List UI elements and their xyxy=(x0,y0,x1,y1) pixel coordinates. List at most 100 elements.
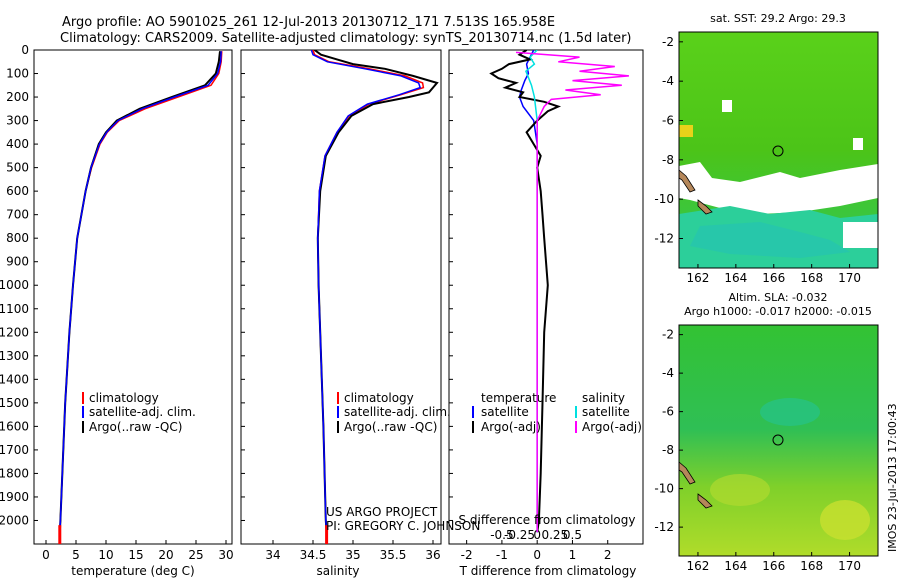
lon-tick-label: 166 xyxy=(762,559,785,573)
sst-white-edge xyxy=(843,222,878,248)
depth-tick-label: 400 xyxy=(6,137,29,151)
x-tick-label: 15 xyxy=(128,548,143,562)
sst-map-title: sat. SST: 29.2 Argo: 29.3 xyxy=(710,12,846,25)
lat-tick-label: -2 xyxy=(662,328,674,342)
temperature-axis-label: temperature (deg C) xyxy=(71,564,194,578)
x-tick-label: 35 xyxy=(345,548,360,562)
salinity-axis-label: salinity xyxy=(316,564,359,578)
depth-tick-label: 1700 xyxy=(0,443,29,457)
sst-cool-band-inner xyxy=(690,222,850,258)
series-line-t-argo xyxy=(489,50,562,533)
depth-tick-label: 1900 xyxy=(0,490,29,504)
x-tick-label: 0 xyxy=(42,548,50,562)
lat-tick-label: -4 xyxy=(662,74,674,88)
island xyxy=(697,493,713,509)
sla-map-axes: 162 164 166 168 170 -2 -4 -6 -8 -10 -12 xyxy=(654,328,861,573)
x-tick-label: 20 xyxy=(158,548,173,562)
imos-stamp: IMOS 23-Jul-2013 17:00:43 xyxy=(886,403,899,552)
salinity-x-axis: 34 34.5 35 35.5 36 xyxy=(265,540,441,562)
sst-cloud-patch xyxy=(853,138,863,150)
depth-tick-label: 1200 xyxy=(0,325,29,339)
difference-legend: temperature satellite Argo(-adj) salinit… xyxy=(472,391,642,434)
lon-tick-label: 162 xyxy=(686,559,709,573)
difference-x-axis: -2 -1 0 1 2-0.5-0.250 0.250.5 xyxy=(461,528,612,562)
sla-map xyxy=(678,324,879,557)
series-line-argo xyxy=(58,51,221,533)
lat-tick-label: -8 xyxy=(662,443,674,457)
depth-tick-label: 100 xyxy=(6,67,29,81)
lon-tick-label: 164 xyxy=(724,271,747,285)
x-tick-label: 5 xyxy=(72,548,80,562)
salinity-legend: climatology satellite-adj. clim. Argo(..… xyxy=(337,391,451,434)
x-tick-label: 0 xyxy=(533,548,541,562)
t-difference-axis-label: T difference from climatology xyxy=(459,564,637,578)
series-line-s-argo xyxy=(515,51,629,533)
sst-map xyxy=(678,31,879,269)
depth-tick-label: 500 xyxy=(6,161,29,175)
s-difference-axis-label: S difference from climatology xyxy=(459,513,636,527)
legend-title-salinity: salinity xyxy=(582,391,625,405)
temperature-series-layer xyxy=(58,51,223,544)
x-tick-label: -2 xyxy=(461,548,473,562)
lat-tick-label: -12 xyxy=(654,232,674,246)
x-tick-label: 34.5 xyxy=(300,548,327,562)
series-line-argo xyxy=(314,50,439,533)
legend-label-s-argo: Argo(-adj) xyxy=(582,420,642,434)
x-tick-label: 1 xyxy=(569,548,577,562)
lat-tick-label: -10 xyxy=(654,482,674,496)
temperature-x-axis: 0 5 10 15 20 25 30 xyxy=(42,540,234,562)
s-tick-label: 0.5 xyxy=(563,528,582,542)
legend-label-t-argo: Argo(-adj) xyxy=(481,420,541,434)
series-line-climatology xyxy=(59,51,223,533)
legend-title-temperature: temperature xyxy=(481,391,556,405)
depth-tick-label: 1000 xyxy=(0,278,29,292)
s-tick-label: -0.25 xyxy=(504,528,535,542)
sst-warm-patch xyxy=(679,125,693,137)
sla-map-title-line2: Argo h1000: -0.017 h2000: -0.015 xyxy=(684,305,872,318)
float-location-marker xyxy=(772,145,784,157)
sst-map-frame xyxy=(678,31,879,269)
depth-tick-label: 900 xyxy=(6,255,29,269)
depth-axis: 0 100 200 300 400 500 600 700 800 900 1000 1100 1200… xyxy=(0,43,453,527)
s-tick-label: 0 xyxy=(533,528,541,542)
series-line-satellite xyxy=(59,51,222,533)
x-tick-label: 34 xyxy=(265,548,280,562)
lat-tick-label: -10 xyxy=(654,192,674,206)
lon-tick-label: 164 xyxy=(724,559,747,573)
temperature-legend: climatology satellite-adj. clim. Argo(..… xyxy=(82,391,196,434)
float-location-marker xyxy=(772,434,784,446)
salinity-plot-frame xyxy=(240,49,442,545)
project-credit: US ARGO PROJECT xyxy=(326,505,438,519)
x-tick-label: 10 xyxy=(98,548,113,562)
sla-low-patch xyxy=(760,398,820,426)
sla-high-patch xyxy=(710,474,770,506)
sst-cloud-gap xyxy=(679,162,878,214)
sla-map-title-line1: Altim. SLA: -0.032 xyxy=(728,291,827,304)
difference-plot-frame xyxy=(448,49,644,545)
difference-series-layer xyxy=(489,50,629,533)
series-line-satellite xyxy=(310,50,422,533)
lon-tick-label: 170 xyxy=(838,559,861,573)
lat-tick-label: -4 xyxy=(662,366,674,380)
x-tick-label: 2 xyxy=(604,548,612,562)
s-tick-label: -0.5 xyxy=(490,528,513,542)
depth-tick-label: 800 xyxy=(6,231,29,245)
x-tick-label: 35.5 xyxy=(380,548,407,562)
lon-tick-label: 168 xyxy=(800,271,823,285)
depth-tick-label: 1300 xyxy=(0,349,29,363)
x-tick-label: 30 xyxy=(218,548,233,562)
temperature-plot-frame xyxy=(33,49,233,545)
legend-label-argo: Argo(..raw -QC) xyxy=(89,420,182,434)
legend-label-climatology: climatology xyxy=(89,391,159,405)
legend-label-satellite: satellite-adj. clim. xyxy=(89,405,196,419)
series-line-climatology xyxy=(312,50,425,533)
legend-label-satellite: satellite-adj. clim. xyxy=(344,405,451,419)
legend-label-s-satellite: satellite xyxy=(582,405,630,419)
sst-cloud-patch xyxy=(722,100,732,112)
chart-title-line1: Argo profile: AO 5901025_261 12-Jul-2013… xyxy=(62,15,555,30)
depth-tick-label: 600 xyxy=(6,184,29,198)
depth-tick-label: 1100 xyxy=(0,302,29,316)
lat-tick-label: -12 xyxy=(654,520,674,534)
lat-tick-label: -8 xyxy=(662,153,674,167)
